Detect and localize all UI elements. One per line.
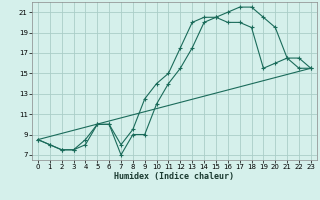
X-axis label: Humidex (Indice chaleur): Humidex (Indice chaleur) bbox=[115, 172, 234, 181]
